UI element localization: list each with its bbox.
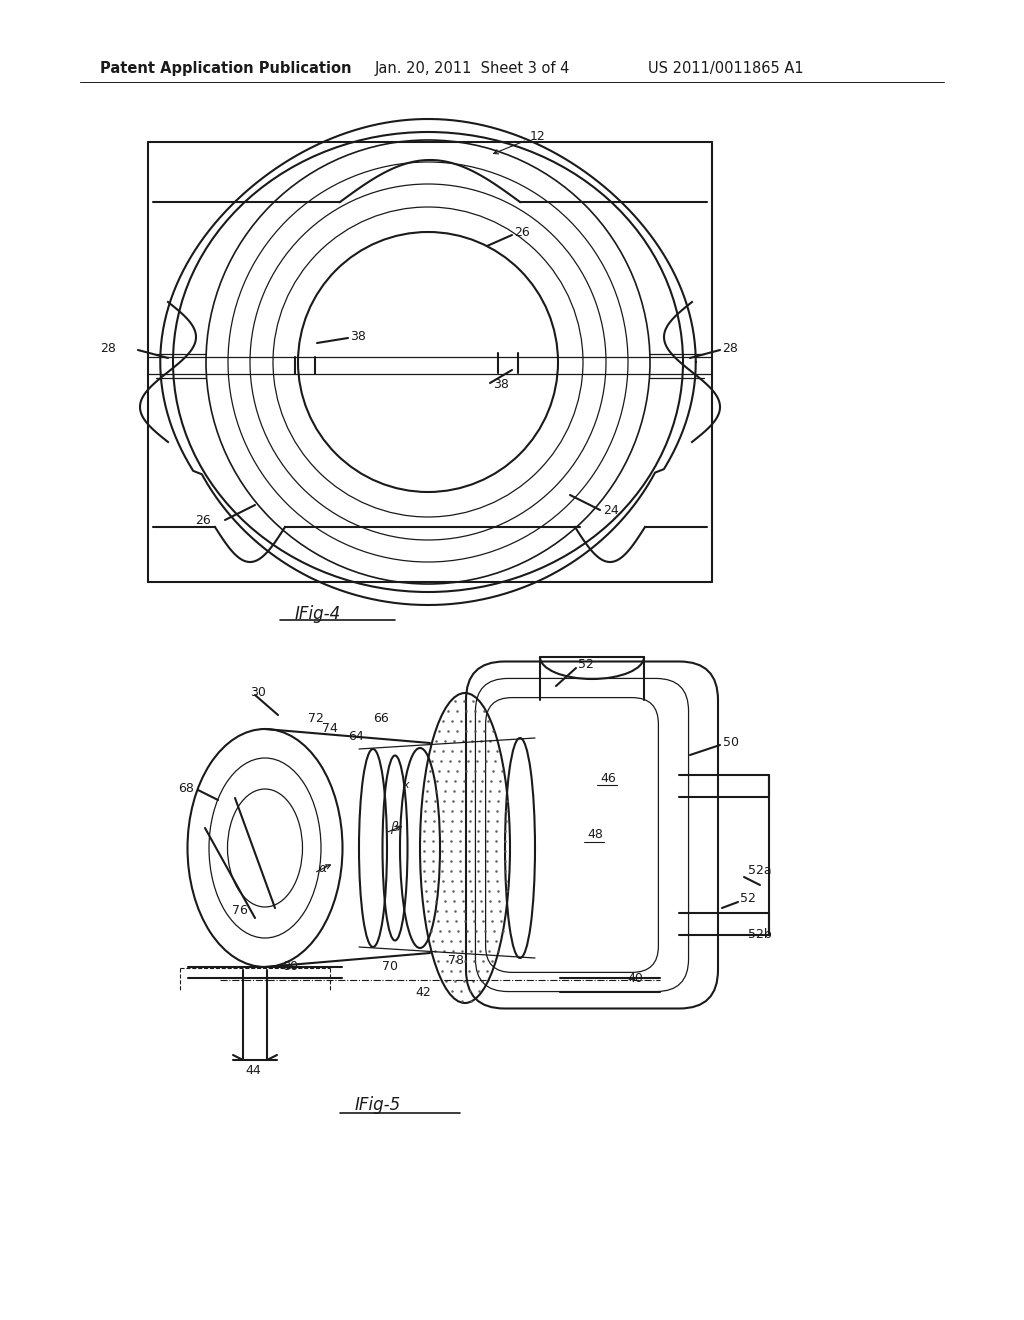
Text: α: α	[318, 862, 327, 874]
Text: 26: 26	[195, 515, 211, 528]
Text: 76: 76	[232, 903, 248, 916]
Text: 52: 52	[740, 891, 756, 904]
Text: 78: 78	[449, 953, 464, 966]
Text: 46: 46	[600, 771, 615, 784]
Text: IFig-4: IFig-4	[295, 605, 341, 623]
Text: 30: 30	[250, 685, 266, 698]
Text: US 2011/0011865 A1: US 2011/0011865 A1	[648, 61, 804, 75]
Text: 52a: 52a	[748, 863, 772, 876]
Text: 28: 28	[722, 342, 738, 355]
Text: 24: 24	[603, 504, 618, 517]
Text: β: β	[390, 821, 398, 834]
Text: IFig-5: IFig-5	[355, 1096, 401, 1114]
Text: 40: 40	[627, 972, 643, 985]
Text: 52b: 52b	[748, 928, 772, 941]
Text: 38: 38	[493, 379, 509, 392]
Text: 70: 70	[382, 961, 398, 974]
Text: 28: 28	[100, 342, 116, 355]
Text: 12: 12	[530, 131, 546, 144]
Text: 64: 64	[348, 730, 364, 743]
Text: 52: 52	[578, 659, 594, 672]
Text: 80: 80	[282, 961, 298, 974]
Text: 38: 38	[350, 330, 366, 342]
Text: 44: 44	[245, 1064, 261, 1077]
Text: 42: 42	[415, 986, 431, 998]
Text: 68: 68	[178, 781, 194, 795]
Text: Patent Application Publication: Patent Application Publication	[100, 61, 351, 75]
Text: 50: 50	[723, 737, 739, 750]
Text: 26: 26	[514, 227, 529, 239]
Text: 48: 48	[587, 829, 603, 842]
Text: Jan. 20, 2011  Sheet 3 of 4: Jan. 20, 2011 Sheet 3 of 4	[375, 61, 570, 75]
Text: 74: 74	[322, 722, 338, 734]
Text: x: x	[402, 780, 409, 789]
Text: 66: 66	[373, 711, 389, 725]
Text: 72: 72	[308, 711, 324, 725]
